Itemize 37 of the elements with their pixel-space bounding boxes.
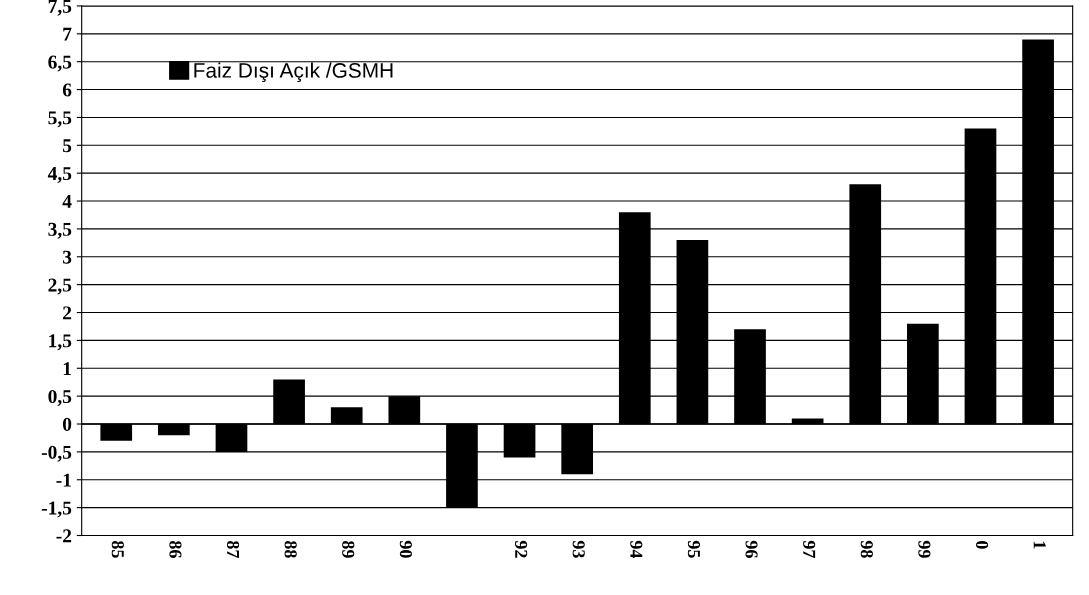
x-tick-label: 85 [111,540,124,558]
y-tick-label: 1,5 [49,334,72,351]
y-tick-label: -0,5 [41,445,72,462]
y-tick-label: 7,5 [48,0,72,16]
x-tick-label: 92 [515,540,528,558]
x-tick-label: 87 [226,540,240,558]
y-tick-label: 7 [63,27,72,41]
x-tick-label: 89 [342,540,355,558]
y-tick-label: 6 [62,83,72,97]
y-tick-label: 0,5 [48,389,72,406]
x-tick-label: 90 [399,540,412,558]
y-tick-label: 4 [62,194,72,208]
x-tick-label: 98 [860,540,873,558]
x-tick-label: 86 [169,540,182,558]
x-tick-label: 94 [630,540,643,559]
y-tick-label: 3 [62,250,72,264]
x-tick-label: 0 [975,541,989,549]
y-tick-label: 6,5 [48,55,72,72]
x-tick-label: 95 [687,540,701,558]
y-tick-label: 4,5 [47,167,72,183]
y-tick-label: 2 [63,306,72,320]
y-tick-label: 3,5 [48,222,72,239]
legend-label: Faiz Dışı Açık /GSMH [194,62,393,83]
y-tick-label: -2 [56,529,72,543]
y-tick-label: -1 [56,473,71,487]
x-tick-label: 93 [572,540,585,558]
x-tick-label: 97 [803,540,816,558]
y-tick-label: -1,5 [41,501,72,518]
x-tick-label: 1 [1033,541,1046,549]
y-tick-label: 1 [63,362,71,376]
y-tick-label: 5,5 [48,111,72,128]
y-tick-label: 2,5 [48,278,72,295]
x-tick-label: 96 [745,540,758,558]
y-tick-label: 0 [62,417,72,431]
x-tick-label: 88 [284,540,297,558]
x-tick-label: 99 [918,540,931,558]
y-tick-label: 5 [63,139,72,153]
